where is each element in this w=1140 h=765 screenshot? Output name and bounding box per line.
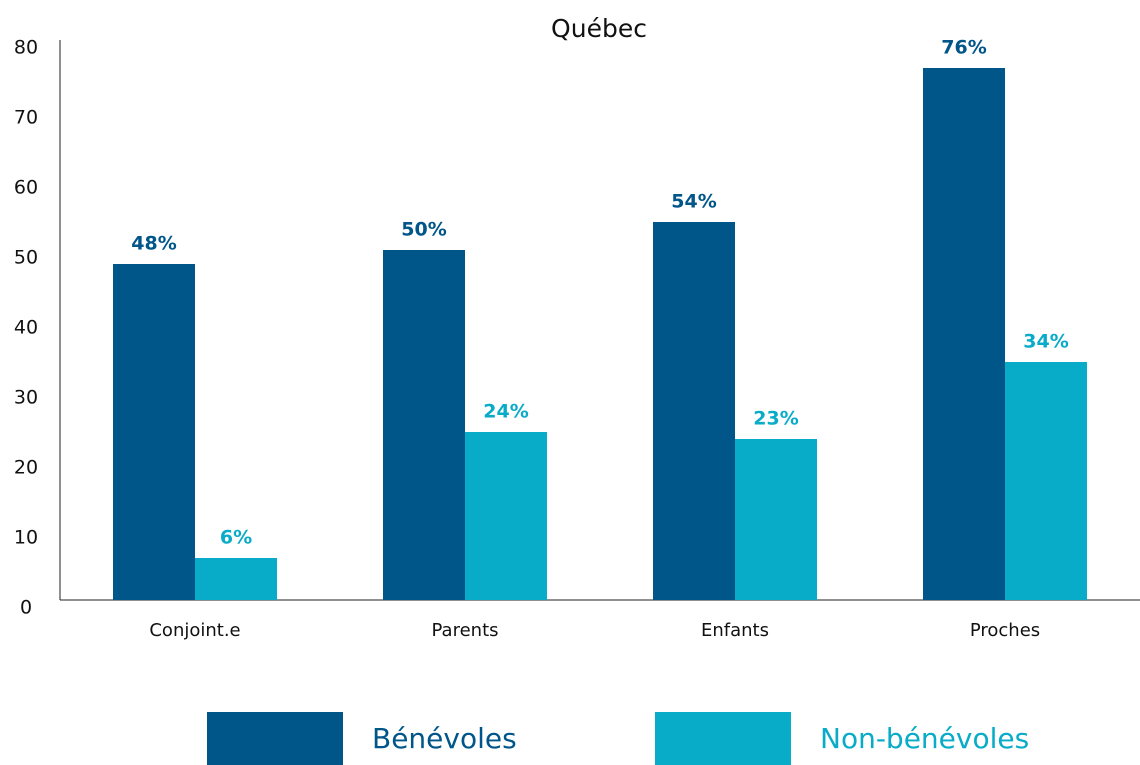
y-tick-label: 60 [14, 177, 38, 199]
data-label: 34% [1023, 331, 1068, 353]
chart-title: Québec [551, 14, 647, 43]
data-label: 23% [753, 408, 798, 430]
data-label: 50% [401, 219, 446, 241]
data-label: 48% [131, 233, 176, 255]
x-tick-label: Conjoint.e [149, 620, 240, 641]
data-label: 6% [220, 527, 252, 549]
y-tick-label: 70 [14, 107, 38, 129]
bar [383, 250, 465, 600]
bar [653, 222, 735, 600]
bar [923, 68, 1005, 600]
data-label: 54% [671, 191, 716, 213]
x-tick-label: Parents [432, 620, 499, 641]
data-label: 76% [941, 37, 986, 59]
legend-label: Non-bénévoles [820, 722, 1029, 755]
bar [195, 558, 277, 600]
legend-swatch [207, 712, 343, 765]
data-label: 24% [483, 401, 528, 423]
y-tick-label: 20 [14, 457, 38, 479]
legend-swatch [655, 712, 791, 765]
y-tick-label: 80 [14, 37, 38, 59]
bar [465, 432, 547, 600]
y-tick-label: 50 [14, 247, 38, 269]
bar [1005, 362, 1087, 600]
legend-label: Bénévoles [372, 722, 517, 755]
x-tick-label: Proches [970, 620, 1040, 641]
bar [113, 264, 195, 600]
y-tick-label: 30 [14, 387, 38, 409]
y-tick-label: 10 [14, 527, 38, 549]
x-tick-label: Enfants [701, 620, 769, 641]
y-tick-label: 40 [14, 317, 38, 339]
y-tick-label: 0 [20, 597, 32, 619]
bar [735, 439, 817, 600]
